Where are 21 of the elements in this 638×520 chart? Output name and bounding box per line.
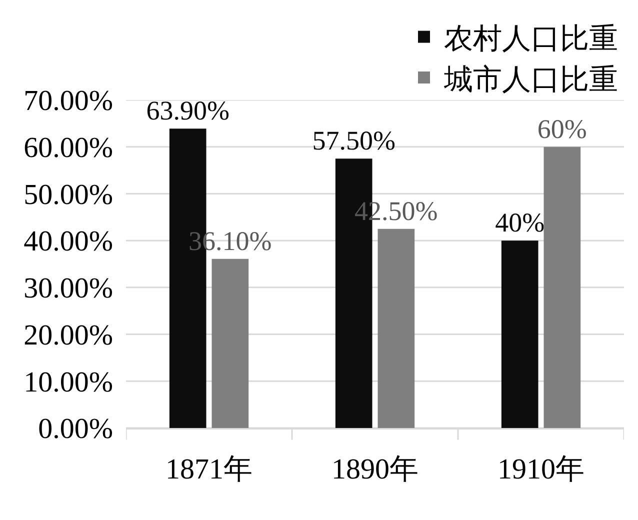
bar: [544, 146, 581, 428]
y-tick-label: 40.00%: [24, 226, 113, 258]
y-tick-label: 60.00%: [24, 132, 113, 164]
data-label: 60%: [537, 114, 587, 144]
y-tick-label: 10.00%: [24, 366, 113, 398]
bar: [378, 228, 415, 428]
data-label: 63.90%: [146, 96, 230, 126]
x-tick-label: 1890年: [332, 453, 418, 486]
y-tick-label: 30.00%: [24, 272, 113, 305]
y-tick-label: 70.00%: [24, 85, 113, 118]
x-tick-label: 1910年: [498, 453, 584, 486]
legend-label: 城市人口比重: [443, 64, 618, 96]
legend-label: 农村人口比重: [444, 23, 618, 56]
y-tick-label: 20.00%: [24, 319, 113, 352]
x-tick-label: 1871年: [166, 453, 252, 486]
y-tick-label: 0.00%: [38, 413, 113, 446]
data-label: 40%: [495, 208, 545, 238]
bar: [212, 258, 249, 428]
data-label: 57.50%: [312, 126, 396, 156]
y-tick-label: 50.00%: [24, 178, 113, 211]
bar: [501, 240, 538, 428]
